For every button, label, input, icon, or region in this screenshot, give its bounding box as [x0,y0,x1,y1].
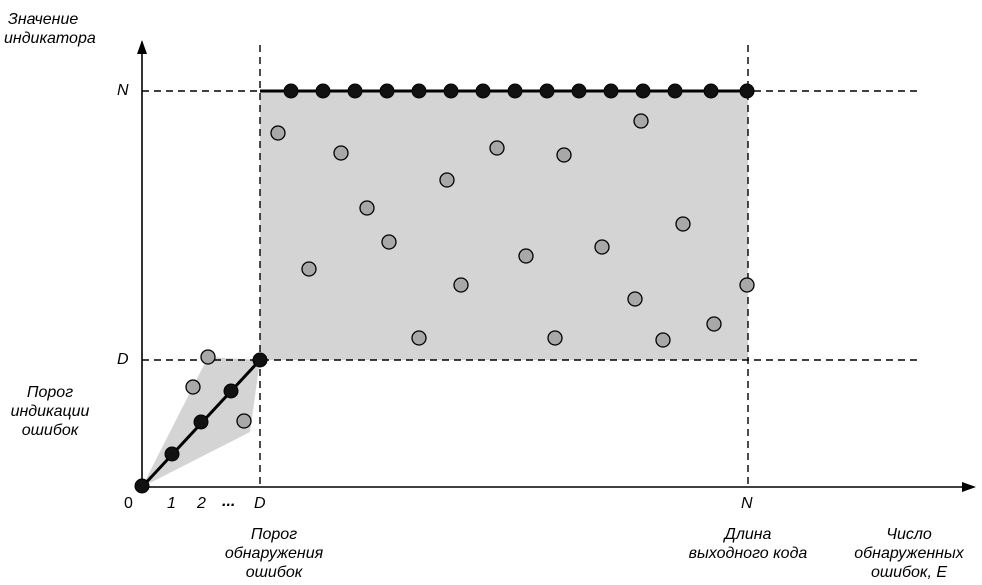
gray-point [453,277,469,293]
black-point [193,414,209,430]
x-axis-title: Число обнаруженных ошибок, E [836,525,982,582]
x-note-d-line: Порог [250,526,298,543]
black-point [635,83,651,99]
black-point [703,83,719,99]
gray-point [236,413,252,429]
gray-point [489,140,505,156]
gray-point [547,330,563,346]
gray-point [655,332,671,348]
y-tick-d-label: D [117,351,129,368]
x-tick-2-label: 2 [197,495,206,512]
black-point [252,352,268,368]
x-axis-title-line: ошибок, E [870,564,948,581]
y-tick-n-label: N [117,82,129,99]
left-note-line: ошибок [21,422,79,439]
gray-point [381,234,397,250]
gray-points [185,113,755,429]
black-points [134,83,755,494]
black-point [571,83,587,99]
black-point [507,83,523,99]
x-tick-1-label: 1 [167,495,176,512]
gray-point [706,316,722,332]
black-point [347,83,363,99]
black-point [283,83,299,99]
x-note-d-line: ошибок [245,564,303,581]
detection-region [260,91,748,360]
gray-point [518,248,534,264]
black-point [539,83,555,99]
black-point [164,446,180,462]
black-point [443,83,459,99]
black-point [379,83,395,99]
black-point [134,478,150,494]
y-axis-title: Значение индикатора [4,10,96,48]
gray-point [627,291,643,307]
x-note-n-line: Длина [724,526,772,543]
gray-point [411,330,427,346]
gray-point [200,349,216,365]
gray-point [675,216,691,232]
left-note-line: Порог [26,384,74,401]
black-point [411,83,427,99]
gray-point [594,239,610,255]
black-point [667,83,683,99]
gray-point [633,113,649,129]
gray-point [359,200,375,216]
black-point [315,83,331,99]
x-tick-ellipsis-label: ... [222,493,236,510]
left-note-line: индикации [10,403,90,420]
x-axis-title-line: обнаруженных [854,545,964,562]
output-code-length-label: Длина выходного кода [670,525,826,563]
black-point [223,383,239,399]
y-axis-title-line: Значение [8,11,79,28]
x-note-d-line: обнаружения [224,545,324,562]
origin-label: 0 [124,495,133,512]
gray-point [185,379,201,395]
black-point [475,83,491,99]
black-point [603,83,619,99]
error-detection-threshold-label: Порог обнаружения ошибок [214,525,334,582]
gray-point [333,145,349,161]
x-note-n-line: выходного кода [688,545,808,562]
gray-point [439,172,455,188]
x-axis-title-line: Число [886,526,932,543]
black-point [739,83,755,99]
x-tick-n-label: N [741,495,753,512]
x-tick-d-label: D [254,495,266,512]
gray-point [301,261,317,277]
gray-point [556,147,572,163]
error-indication-threshold-label: Порог индикации ошибок [8,383,92,440]
gray-point [270,125,286,141]
y-axis-title-line: индикатора [4,30,96,47]
gray-point [739,277,755,293]
